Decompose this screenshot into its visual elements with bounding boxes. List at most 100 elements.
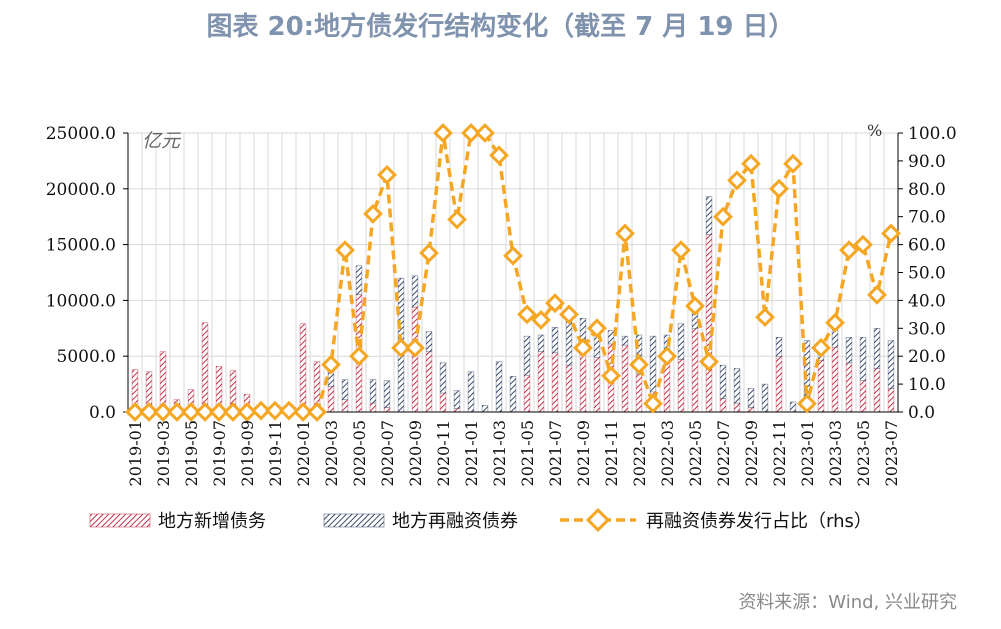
legend-label-ratio: 再融资债券发行占比（rhs）: [646, 511, 872, 532]
bar-refi-bond: [845, 337, 853, 364]
bar-refi-bond: [467, 371, 475, 413]
ratio-point: [363, 204, 383, 224]
bar-refi-bond: [495, 361, 503, 413]
bar-refi-bond: [369, 379, 377, 404]
bar-refi-bond: [831, 330, 839, 348]
ratio-point: [797, 393, 817, 414]
bar-new-bond: [635, 373, 643, 413]
ratio-point: [153, 402, 173, 422]
legend-swatch-new: [89, 513, 151, 528]
bar-refi-bond: [677, 323, 685, 360]
bar-refi-bond: [481, 405, 489, 413]
ratio-point: [727, 170, 747, 191]
left-tick-label: 5000.0: [57, 347, 116, 367]
ratio-point: [307, 402, 327, 422]
bar-new-bond: [691, 328, 699, 413]
bar-new-bond: [887, 388, 895, 413]
ratio-point: [881, 223, 901, 244]
ratio-point: [181, 402, 201, 422]
bar-new-bond: [747, 407, 755, 413]
bar-new-bond: [621, 344, 629, 413]
ratio-point: [545, 293, 565, 314]
ratio-point: [825, 312, 845, 333]
ratio-point: [811, 337, 831, 358]
bar-refi-bond: [621, 335, 629, 346]
ratio-point: [321, 354, 341, 375]
ratio-point: [587, 318, 607, 339]
bar-new-bond: [537, 351, 545, 413]
bar-new-bond: [831, 347, 839, 413]
ratio-point: [643, 393, 663, 414]
bar-new-bond: [439, 392, 447, 413]
bar-refi-bond: [551, 326, 559, 354]
bar-new-bond: [425, 351, 433, 413]
left-tick-label: 25000.0: [46, 124, 116, 144]
x-tick-label: 2020-01: [294, 420, 313, 486]
bar-new-bond: [719, 398, 727, 413]
ratio-point: [867, 284, 887, 305]
bar-new-bond: [201, 322, 209, 413]
x-tick-label: 2023-05: [854, 420, 873, 486]
x-tick-label: 2020-11: [434, 420, 453, 486]
ratio-point: [615, 223, 635, 244]
ratio-point: [251, 400, 271, 421]
right-tick-label: 0.0: [908, 403, 935, 423]
right-tick-label: 100.0: [908, 124, 957, 144]
bar-refi-bond: [523, 335, 531, 376]
legend-marker-ratio: [585, 507, 611, 533]
x-tick-label: 2021-11: [602, 420, 621, 486]
x-tick-label: 2021-01: [462, 420, 481, 486]
bar-new-bond: [299, 323, 307, 413]
bar-refi-bond: [789, 401, 797, 413]
x-tick-label: 2019-09: [238, 420, 257, 486]
ratio-point: [237, 402, 257, 422]
left-tick-label: 10000.0: [46, 291, 116, 311]
bar-refi-bond: [425, 331, 433, 352]
bar-refi-bond: [747, 388, 755, 408]
x-tick-label: 2022-09: [742, 420, 761, 486]
right-tick-label: 20.0: [908, 347, 946, 367]
x-tick-label: 2020-09: [406, 420, 425, 486]
x-tick-label: 2022-11: [770, 420, 789, 486]
bars: [131, 196, 895, 413]
bar-refi-bond: [439, 362, 447, 394]
x-tick-label: 2022-05: [686, 420, 705, 486]
right-tick-label: 30.0: [908, 319, 946, 339]
bar-refi-bond: [341, 379, 349, 400]
ratio-point: [209, 402, 229, 422]
ratio-point: [335, 240, 355, 261]
left-tick-label: 0.0: [89, 403, 116, 423]
ratio-point: [167, 402, 187, 422]
legend: 地方新增债务 地方再融资债券 再融资债券发行占比（rhs）: [89, 507, 872, 533]
x-tick-label: 2022-03: [658, 420, 677, 486]
x-tick-label: 2021-05: [518, 420, 537, 486]
x-tick-label: 2020-07: [378, 420, 397, 486]
bar-refi-bond: [579, 318, 587, 340]
right-tick-label: 80.0: [908, 180, 946, 200]
x-tick-label: 2023-01: [798, 420, 817, 486]
x-tick-label: 2019-05: [182, 420, 201, 486]
bar-refi-bond: [509, 376, 517, 413]
bar-refi-bond: [775, 337, 783, 357]
bar-refi-bond: [887, 340, 895, 389]
left-tick-label: 15000.0: [46, 236, 116, 256]
x-tick-label: 2023-07: [882, 420, 901, 486]
right-tick-label: 40.0: [908, 291, 946, 311]
source-note: 资料来源：Wind, 兴业研究: [738, 592, 957, 613]
bar-refi-bond: [873, 328, 881, 369]
bar-new-bond: [565, 364, 573, 413]
bar-refi-bond: [411, 275, 419, 308]
bar-new-bond: [873, 368, 881, 413]
bar-new-bond: [817, 360, 825, 413]
legend-label-new: 地方新增债务: [158, 511, 266, 532]
ratio-point: [223, 402, 243, 422]
ratio-point: [769, 178, 789, 199]
ratio-point: [671, 240, 691, 261]
bar-refi-bond: [383, 380, 391, 408]
ratio-point: [685, 296, 705, 316]
ratio-point: [391, 337, 411, 358]
ratio-point: [265, 400, 285, 421]
ratio-point: [853, 234, 873, 255]
bar-refi-bond: [355, 265, 363, 296]
bar-new-bond: [341, 399, 349, 413]
